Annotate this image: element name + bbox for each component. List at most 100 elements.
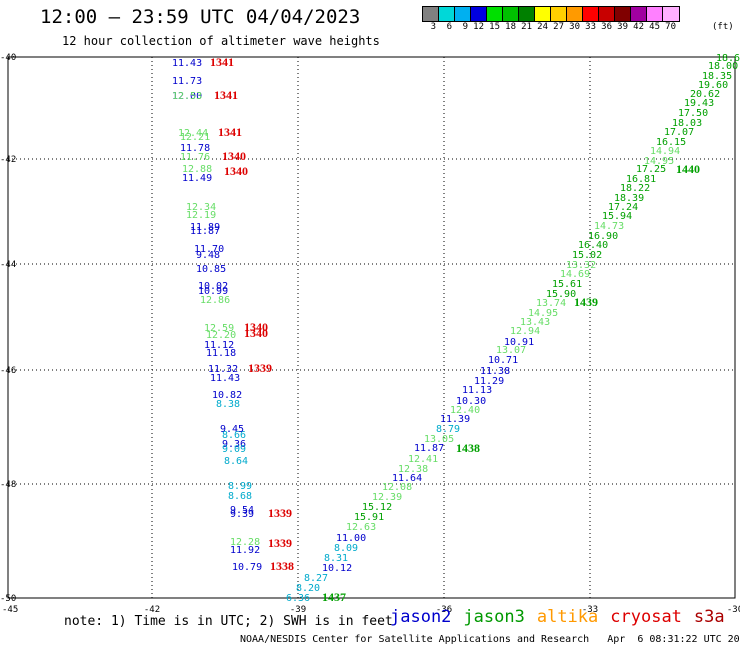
wave-height-label: 9.45 — [220, 424, 244, 435]
satellite-legend: jason2 jason3 altika cryosat s3a — [390, 607, 725, 627]
wave-height-label: 13.43 — [520, 317, 550, 328]
legend-swatch — [503, 7, 519, 21]
latitude-tick-label: -46 — [0, 366, 16, 376]
legend-value: 18 — [505, 22, 516, 32]
satellite-cryosat: cryosat — [610, 607, 682, 627]
wave-height-label: 17.07 — [664, 127, 694, 138]
color-legend — [422, 6, 680, 22]
wave-height-label: 11.87 — [190, 226, 220, 237]
wave-height-label: 10.02 — [198, 281, 228, 292]
legend-value: 6 — [446, 22, 452, 32]
wave-height-label: 8.20 — [296, 583, 320, 594]
wave-height-label: 14.69 — [560, 269, 590, 280]
latitude-tick-label: -40 — [0, 53, 16, 63]
wave-height-label: 11.18 — [206, 348, 236, 359]
wave-height-label: 11.49 — [182, 173, 212, 184]
wave-height-label: 12.40 — [450, 405, 480, 416]
longitude-tick-label: -33 — [582, 605, 598, 615]
wave-height-label: 15.12 — [362, 502, 392, 513]
wave-height-label: 12.94 — [510, 326, 540, 337]
latitude-tick-label: -48 — [0, 480, 16, 490]
longitude-tick-label: -39 — [290, 605, 306, 615]
wave-height-label: 15.91 — [354, 512, 384, 523]
wave-height-label: 15.02 — [572, 250, 602, 261]
wave-height-label: 16.90 — [588, 231, 618, 242]
wave-height-label: 8.68 — [228, 491, 252, 502]
wave-height-label: 11.89 — [190, 222, 220, 233]
legend-swatch — [487, 7, 503, 21]
pass-time-label: 1339 — [268, 536, 292, 550]
wave-height-label: 11.87 — [414, 443, 444, 454]
wave-height-label: 18.6 — [716, 53, 740, 64]
wave-height-label: 11.78 — [180, 143, 210, 154]
page-title: 12:00 — 23:59 UTC 04/04/2023 — [40, 6, 361, 28]
wave-height-label: 11.32 — [208, 364, 238, 375]
wave-height-label: 11.39 — [440, 414, 470, 425]
wave-height-label: 12.44 — [178, 128, 208, 139]
wave-height-label: 9.36 — [222, 439, 246, 450]
color-legend-labels: 3 6 9 12 15 18 21 24 27 30 33 36 39 42 45 70 — [422, 22, 678, 32]
wave-height-label: 9.54 — [230, 505, 254, 516]
wave-height-label: 8.66 — [222, 430, 246, 441]
latitude-tick-label: -44 — [0, 260, 16, 270]
legend-swatch — [615, 7, 631, 21]
longitude-tick-label: -30 — [727, 605, 740, 615]
wave-height-label: 17.25 — [636, 164, 666, 175]
legend-swatch — [631, 7, 647, 21]
wave-height-label: 18.22 — [620, 183, 650, 194]
wave-height-label: 14.94 — [650, 146, 680, 157]
wave-height-label: 11.73 — [172, 76, 202, 87]
pass-time-label: 1341 — [210, 55, 234, 69]
wave-height-label: 6.36 — [286, 593, 310, 604]
wave-height-label: 12.39 — [372, 492, 402, 503]
wave-height-label: 12.00 — [172, 91, 202, 102]
wave-height-label: 11.13 — [462, 385, 492, 396]
wave-height-label: 8.38 — [216, 399, 240, 410]
wave-height-label: 16.40 — [578, 240, 608, 251]
wave-height-label: 11.76 — [180, 152, 210, 163]
wave-height-label: 18.35 — [702, 71, 732, 82]
wave-height-label: 12.53 — [172, 91, 202, 102]
wave-height-label: 8.79 — [436, 424, 460, 435]
wave-height-label: 12.20 — [206, 330, 236, 341]
wave-height-label: 11.43 — [210, 373, 240, 384]
wave-height-label: 13.07 — [496, 345, 526, 356]
legend-value: 36 — [601, 22, 612, 32]
wave-height-label: 14.73 — [594, 221, 624, 232]
legend-swatch — [535, 7, 551, 21]
wave-height-label: 12.08 — [382, 482, 412, 493]
pass-time-label: 1341 — [218, 125, 242, 139]
wave-height-label: 12.86 — [200, 295, 230, 306]
longitude-tick-label: -36 — [436, 605, 452, 615]
pass-time-label: 1437 — [322, 590, 346, 604]
wave-height-label: 9.09 — [222, 444, 246, 455]
satellite-s3a: s3a — [693, 607, 725, 627]
wave-height-label: 10.71 — [488, 355, 518, 366]
wave-height-label: 8.64 — [224, 456, 248, 467]
pass-time-label: 1340 — [244, 320, 268, 334]
wave-height-label: 16.15 — [656, 137, 686, 148]
latitude-tick-label: -50 — [0, 594, 16, 604]
wave-height-label: 8.27 — [304, 573, 328, 584]
legend-swatch — [455, 7, 471, 21]
wave-height-label: 12.21 — [180, 132, 210, 143]
pass-time-label: 1440 — [676, 162, 700, 176]
wave-height-label: 12.34 — [186, 202, 216, 213]
longitude-tick-label: -42 — [144, 605, 160, 615]
pass-time-label: 1340 — [244, 326, 268, 340]
wave-height-label: 10.12 — [322, 563, 352, 574]
wave-height-label: 15.61 — [552, 279, 582, 290]
pass-time-label: 1341 — [214, 88, 238, 102]
wave-height-label: 11.12 — [204, 340, 234, 351]
wave-height-label: 8.31 — [324, 553, 348, 564]
wave-height-label: 13.05 — [424, 434, 454, 445]
wave-height-label: 11.43 — [172, 58, 202, 69]
wave-height-label: 11.29 — [474, 376, 504, 387]
legend-swatch — [519, 7, 535, 21]
wave-height-label: 19.60 — [698, 80, 728, 91]
footnote: note: 1) Time is in UTC; 2) SWH is in fe… — [64, 614, 393, 629]
legend-value: 39 — [617, 22, 628, 32]
legend-swatch — [647, 7, 663, 21]
pass-time-label: 1438 — [456, 441, 480, 455]
wave-height-label: 18.03 — [672, 118, 702, 129]
